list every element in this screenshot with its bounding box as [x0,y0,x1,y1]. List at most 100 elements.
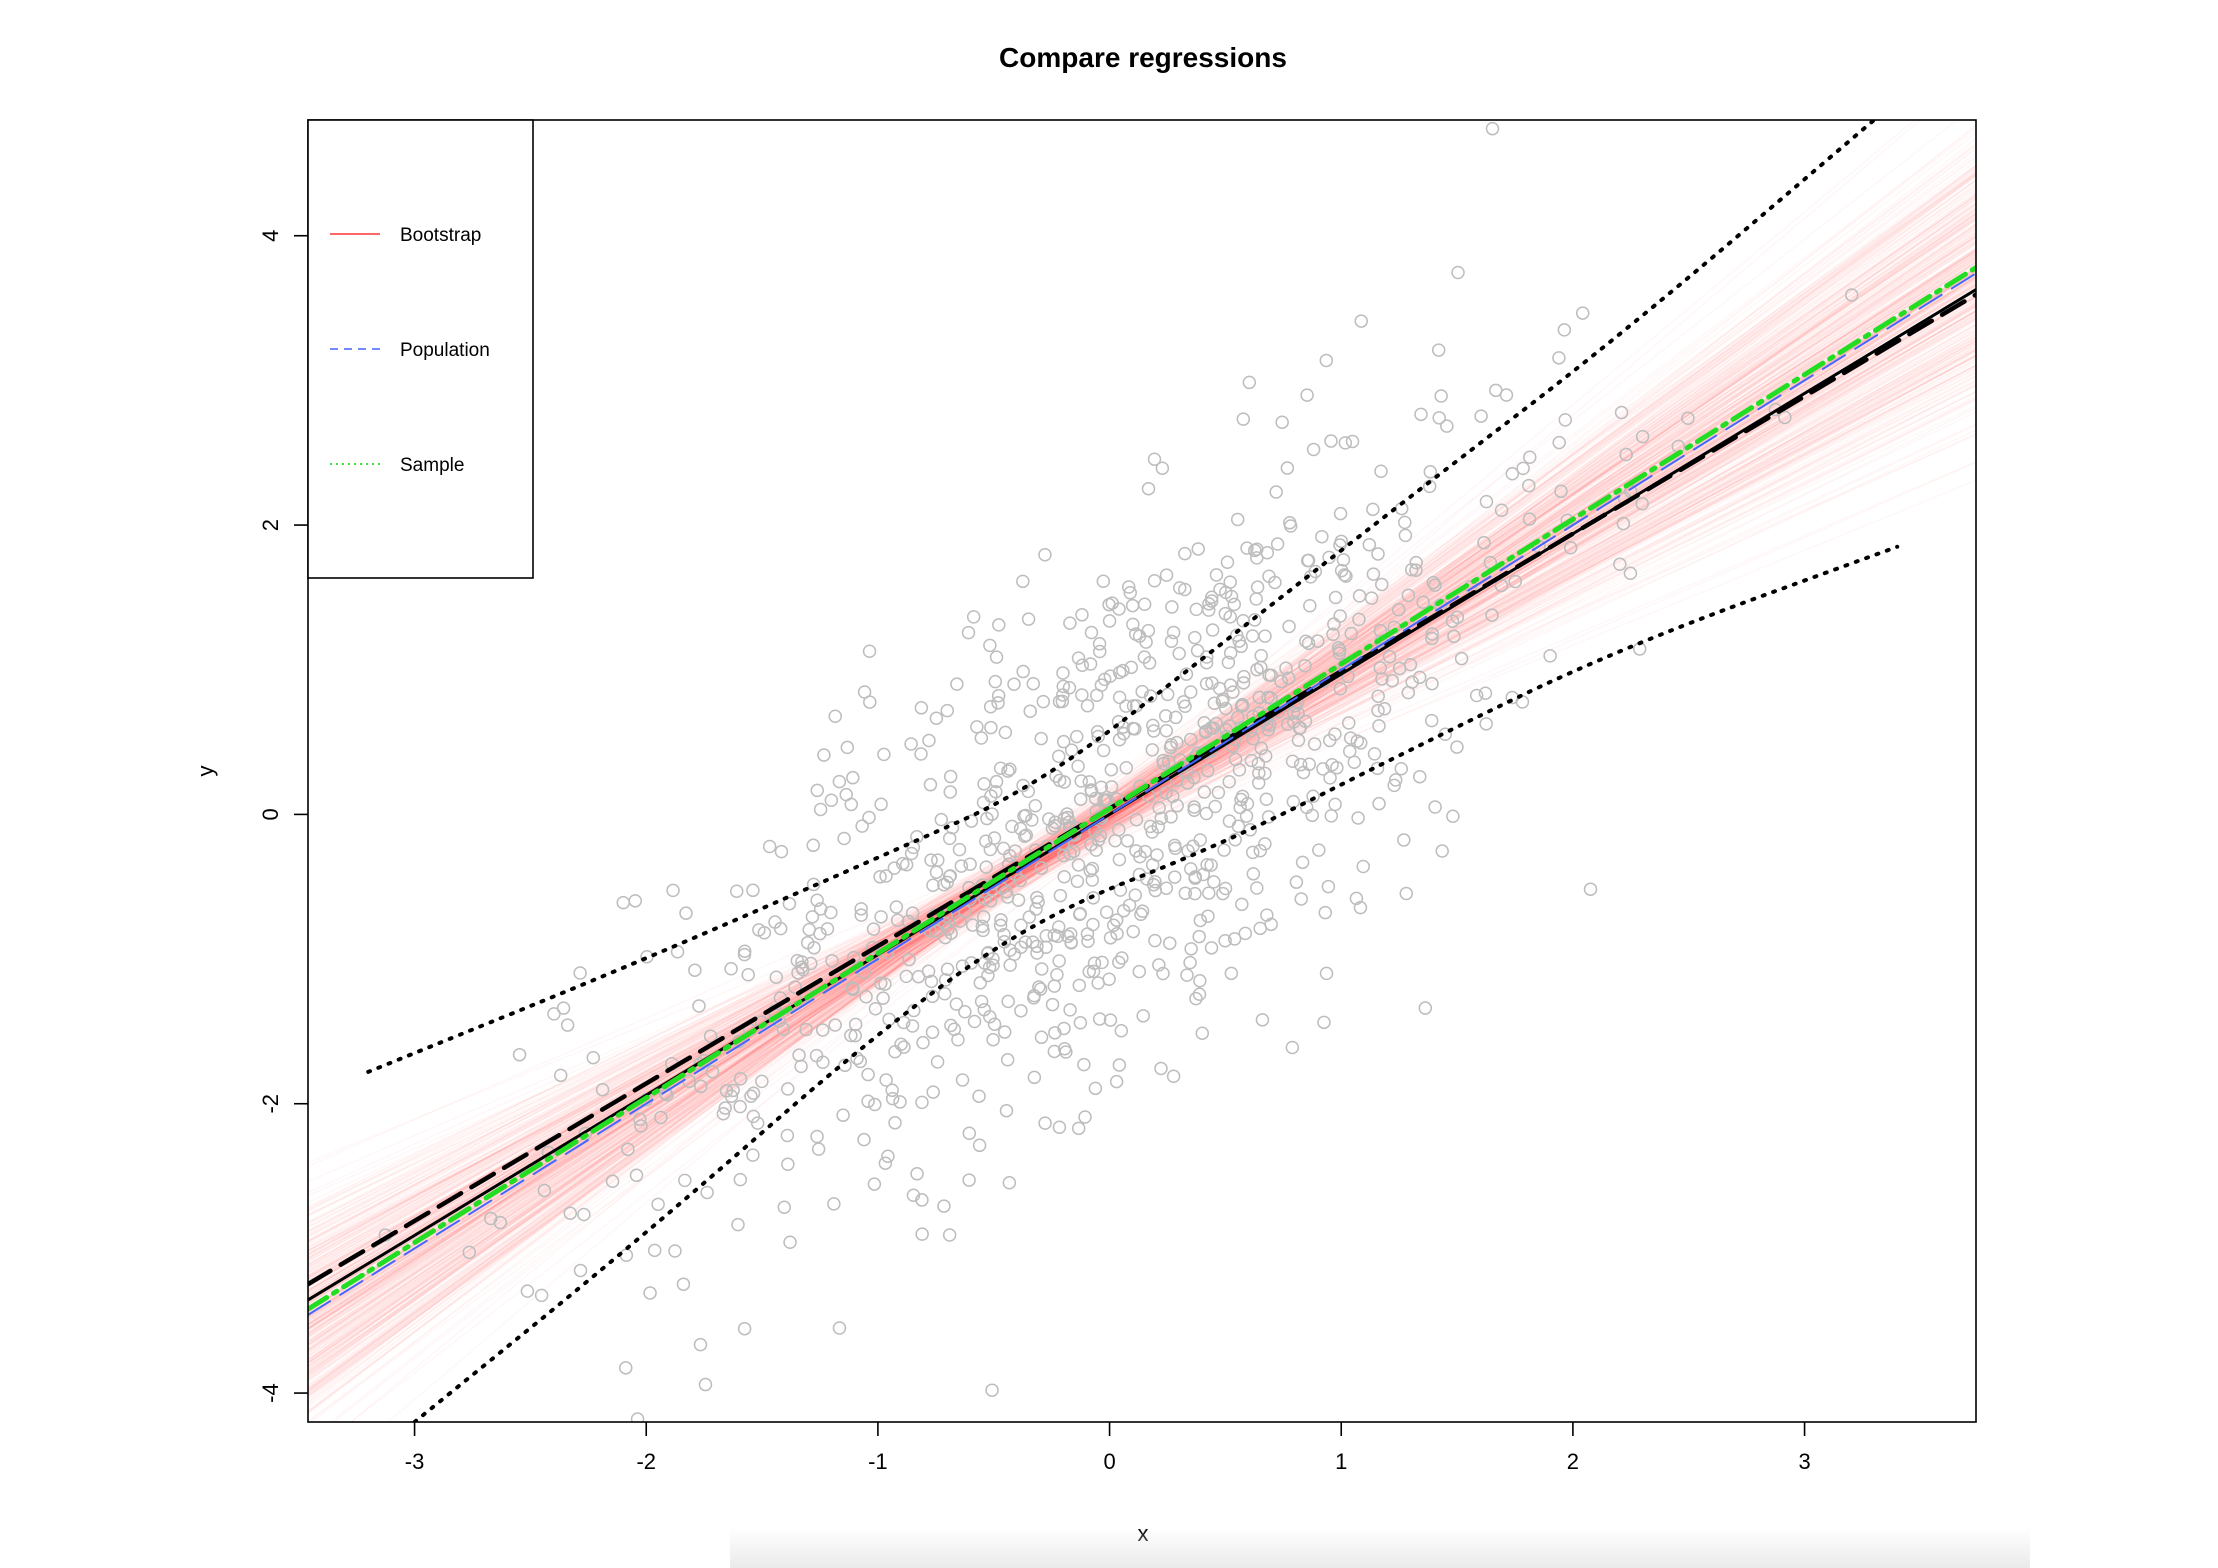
scatter-point [1416,595,1430,610]
bootstrap-line [308,391,1976,1217]
scatter-point [1073,906,1087,921]
bootstrap-line [308,367,1976,1228]
scatter-point [1261,723,1276,737]
bootstrap-line [308,309,1976,1288]
scatter-point [1156,966,1170,981]
scatter-point [915,1193,929,1207]
bootstrap-line [308,302,1976,1319]
scatter-point [762,839,777,854]
scatter-point [1143,689,1158,703]
scatter-point [1016,778,1030,793]
scatter-point [1315,529,1329,544]
scatter-point [643,1286,657,1300]
scatter-point [694,1079,708,1094]
scatter-point [974,994,989,1009]
bootstrap-line [308,188,1976,1377]
scatter-point [1423,465,1438,479]
scatter-point [621,1142,635,1157]
bootstrap-line [308,289,1976,1281]
scatter-point [1136,1009,1150,1023]
scatter-point [782,896,797,911]
scatter-point [1159,881,1174,895]
bootstrap-line [308,306,1976,1314]
scatter-point [926,878,940,892]
scatter-point [820,922,835,936]
bootstrap-line [308,230,1976,1368]
bootstrap-line [308,200,1976,1396]
bootstrap-line [308,224,1976,1372]
scatter-point [1327,617,1341,631]
scatter-point [678,1173,692,1188]
scatter-point [1052,954,1066,968]
scatter-point [806,838,821,853]
scatter-point [824,793,839,807]
scatter-point [1192,987,1207,1001]
y-tick-label: 0 [258,808,283,820]
bootstrap-line [308,212,1976,1374]
regression-lines [308,265,1976,1316]
scatter-point [985,1383,999,1397]
scatter-point [741,967,755,982]
x-axis: -3 -2 -1 0 1 2 3 [405,1422,1811,1474]
scatter-point [1285,1040,1300,1055]
scatter-point [1337,568,1352,582]
legend-label-population: Population [400,340,490,361]
scatter-point [1147,724,1161,738]
scatter-point [885,1091,900,1106]
lower-band [412,544,1900,1422]
scatter-point [999,885,1014,899]
scatter-point [1250,662,1264,677]
scatter-point [1485,608,1499,622]
scatter-point [1446,809,1460,824]
scatter-point [1351,811,1365,825]
scatter-point [1013,821,1028,836]
scatter-point [1110,926,1124,941]
scatter-point [874,797,888,812]
scatter-point [1435,844,1449,858]
bootstrap-line [308,172,1976,1391]
scatter-point [1048,815,1063,829]
scatter-point [876,991,890,1005]
bootstrap-line [308,194,1976,1374]
bootstrap-line [308,350,1976,1281]
scatter-point [1347,755,1362,769]
scatter-point [1170,735,1184,750]
scatter-point [1240,541,1254,555]
scatter-point [1164,810,1178,824]
scatter-point [1223,646,1238,660]
scatter-point [1103,1013,1118,1027]
bootstrap-line [308,364,1976,1238]
scatter-point [1000,1053,1015,1067]
scatter-point [718,1101,732,1115]
y-axis-label: y [193,766,218,777]
bootstrap-line [308,340,1976,1285]
scatter-point [1204,594,1219,608]
bootstrap-line [308,277,1976,1347]
scatter-point [1224,966,1239,981]
scatter-point [890,913,905,928]
scatter-point [1485,121,1500,136]
scatter-point [1319,966,1334,981]
scatter-point [1207,875,1221,889]
bootstrap-line [308,276,1976,1334]
y-tick-label: 4 [258,230,283,242]
scatter-point [976,910,991,924]
scatter-point [1119,761,1134,775]
bootstrap-line [308,338,1976,1255]
scatter-point [1375,672,1389,686]
bootstrap-line [308,267,1976,1351]
scatter-point [857,685,872,699]
scatter-point [1141,623,1156,638]
scatter-point [810,783,825,798]
scatter-point [1216,886,1230,901]
scatter-point [1073,1016,1088,1030]
scatter-point [940,875,954,890]
scatter-point [1374,464,1388,478]
scatter-point [1243,823,1258,837]
bootstrap-line [308,248,1976,1368]
scatter-point [954,859,969,873]
scatter-point [1563,541,1578,555]
scatter-point [1166,789,1180,803]
bootstrap-line [308,165,1976,1404]
scatter-point [925,1025,940,1039]
